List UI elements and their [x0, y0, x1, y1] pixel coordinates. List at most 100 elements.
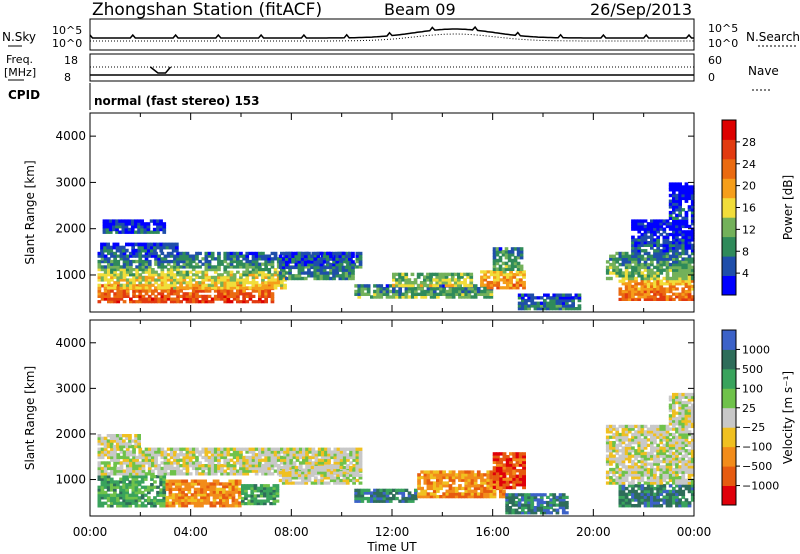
power-cell — [555, 293, 560, 297]
velocity-cell — [267, 455, 272, 460]
velocity-cell — [226, 458, 231, 462]
power-cell — [407, 289, 412, 294]
power-cell — [678, 210, 682, 215]
power-cell — [665, 265, 670, 270]
power-cell — [210, 297, 215, 301]
velocity-cell — [627, 424, 632, 429]
velocity-cell — [305, 464, 309, 468]
velocity-cell — [363, 488, 368, 492]
power-cell — [156, 219, 160, 223]
velocity-cell — [656, 498, 660, 502]
power-cell — [322, 274, 327, 278]
power-cell — [417, 292, 421, 296]
power-cell — [618, 292, 623, 296]
velocity-cell — [236, 472, 240, 476]
velocity-cell — [505, 503, 509, 507]
power-cell — [157, 273, 161, 277]
velocity-cell — [505, 477, 510, 481]
velocity-cell — [128, 483, 133, 487]
colorbar-segment — [722, 275, 736, 296]
velocity-cell — [251, 458, 256, 462]
velocity-cell — [609, 470, 613, 474]
velocity-cell — [198, 472, 202, 476]
velocity-cell — [275, 494, 280, 498]
velocity-cell — [103, 490, 108, 495]
velocity-cell — [109, 442, 114, 446]
velocity-cell — [122, 501, 126, 505]
power-cell — [176, 251, 180, 256]
velocity-cell — [480, 473, 484, 477]
velocity-cell — [110, 447, 114, 451]
velocity-cell — [165, 482, 170, 486]
power-cell — [653, 271, 657, 275]
power-cell — [675, 246, 679, 250]
power-cell — [672, 276, 676, 281]
power-cell — [348, 271, 352, 275]
velocity-cell — [345, 481, 350, 485]
velocity-cell — [236, 447, 240, 451]
power-cell — [684, 257, 689, 261]
velocity-cell — [605, 430, 610, 434]
power-cell — [207, 265, 212, 269]
velocity-cell — [141, 453, 146, 457]
velocity-cell — [546, 506, 550, 510]
power-cell — [675, 251, 679, 256]
power-cell — [220, 283, 224, 287]
power-cell — [653, 219, 657, 223]
velocity-cell — [631, 427, 635, 431]
velocity-cell — [236, 453, 240, 457]
velocity-cell — [492, 457, 497, 462]
power-cell — [618, 279, 623, 283]
power-cell — [420, 289, 424, 294]
power-cell — [258, 289, 262, 293]
velocity-cell — [171, 482, 176, 486]
velocity-cell — [646, 492, 651, 496]
velocity-cell — [505, 466, 510, 470]
velocity-cell — [129, 469, 133, 473]
power-cell — [195, 294, 199, 298]
velocity-cell — [333, 461, 338, 465]
velocity-cell — [173, 461, 177, 465]
velocity-cell — [624, 478, 629, 482]
power-cell — [129, 265, 133, 269]
power-cell — [650, 276, 654, 281]
power-cell — [198, 294, 202, 298]
power-cell — [640, 224, 645, 229]
colorbar-segment — [722, 178, 736, 199]
velocity-cell — [147, 490, 151, 495]
power-cell — [201, 273, 206, 277]
power-cell — [571, 304, 575, 308]
velocity-cell — [147, 469, 152, 473]
velocity-cell — [113, 501, 117, 505]
velocity-cell — [269, 494, 273, 498]
velocity-cell — [615, 430, 620, 434]
power-cell — [333, 254, 338, 258]
power-cell — [182, 251, 187, 256]
velocity-cell — [690, 498, 695, 502]
power-cell — [119, 292, 124, 296]
power-cell — [543, 298, 547, 303]
velocity-cell — [223, 458, 228, 462]
power-cell — [297, 274, 302, 278]
power-cell — [627, 274, 632, 278]
velocity-cell — [106, 483, 111, 487]
velocity-cell — [100, 455, 105, 460]
power-cell — [143, 230, 148, 234]
velocity-cell — [103, 469, 108, 473]
velocity-cell — [631, 498, 635, 502]
velocity-cell — [97, 455, 102, 460]
power-cell — [213, 297, 218, 301]
power-cell — [151, 251, 155, 256]
velocity-cell — [241, 486, 245, 490]
power-cell — [127, 230, 132, 234]
power-cell — [159, 222, 163, 226]
power-cell — [341, 265, 346, 270]
power-cell — [223, 294, 228, 298]
velocity-cell — [302, 458, 306, 462]
power-cell — [107, 292, 111, 296]
power-cell — [461, 289, 465, 294]
power-cell — [207, 254, 212, 258]
power-cell — [291, 254, 295, 258]
power-cell — [254, 270, 259, 274]
power-cell — [650, 246, 654, 250]
